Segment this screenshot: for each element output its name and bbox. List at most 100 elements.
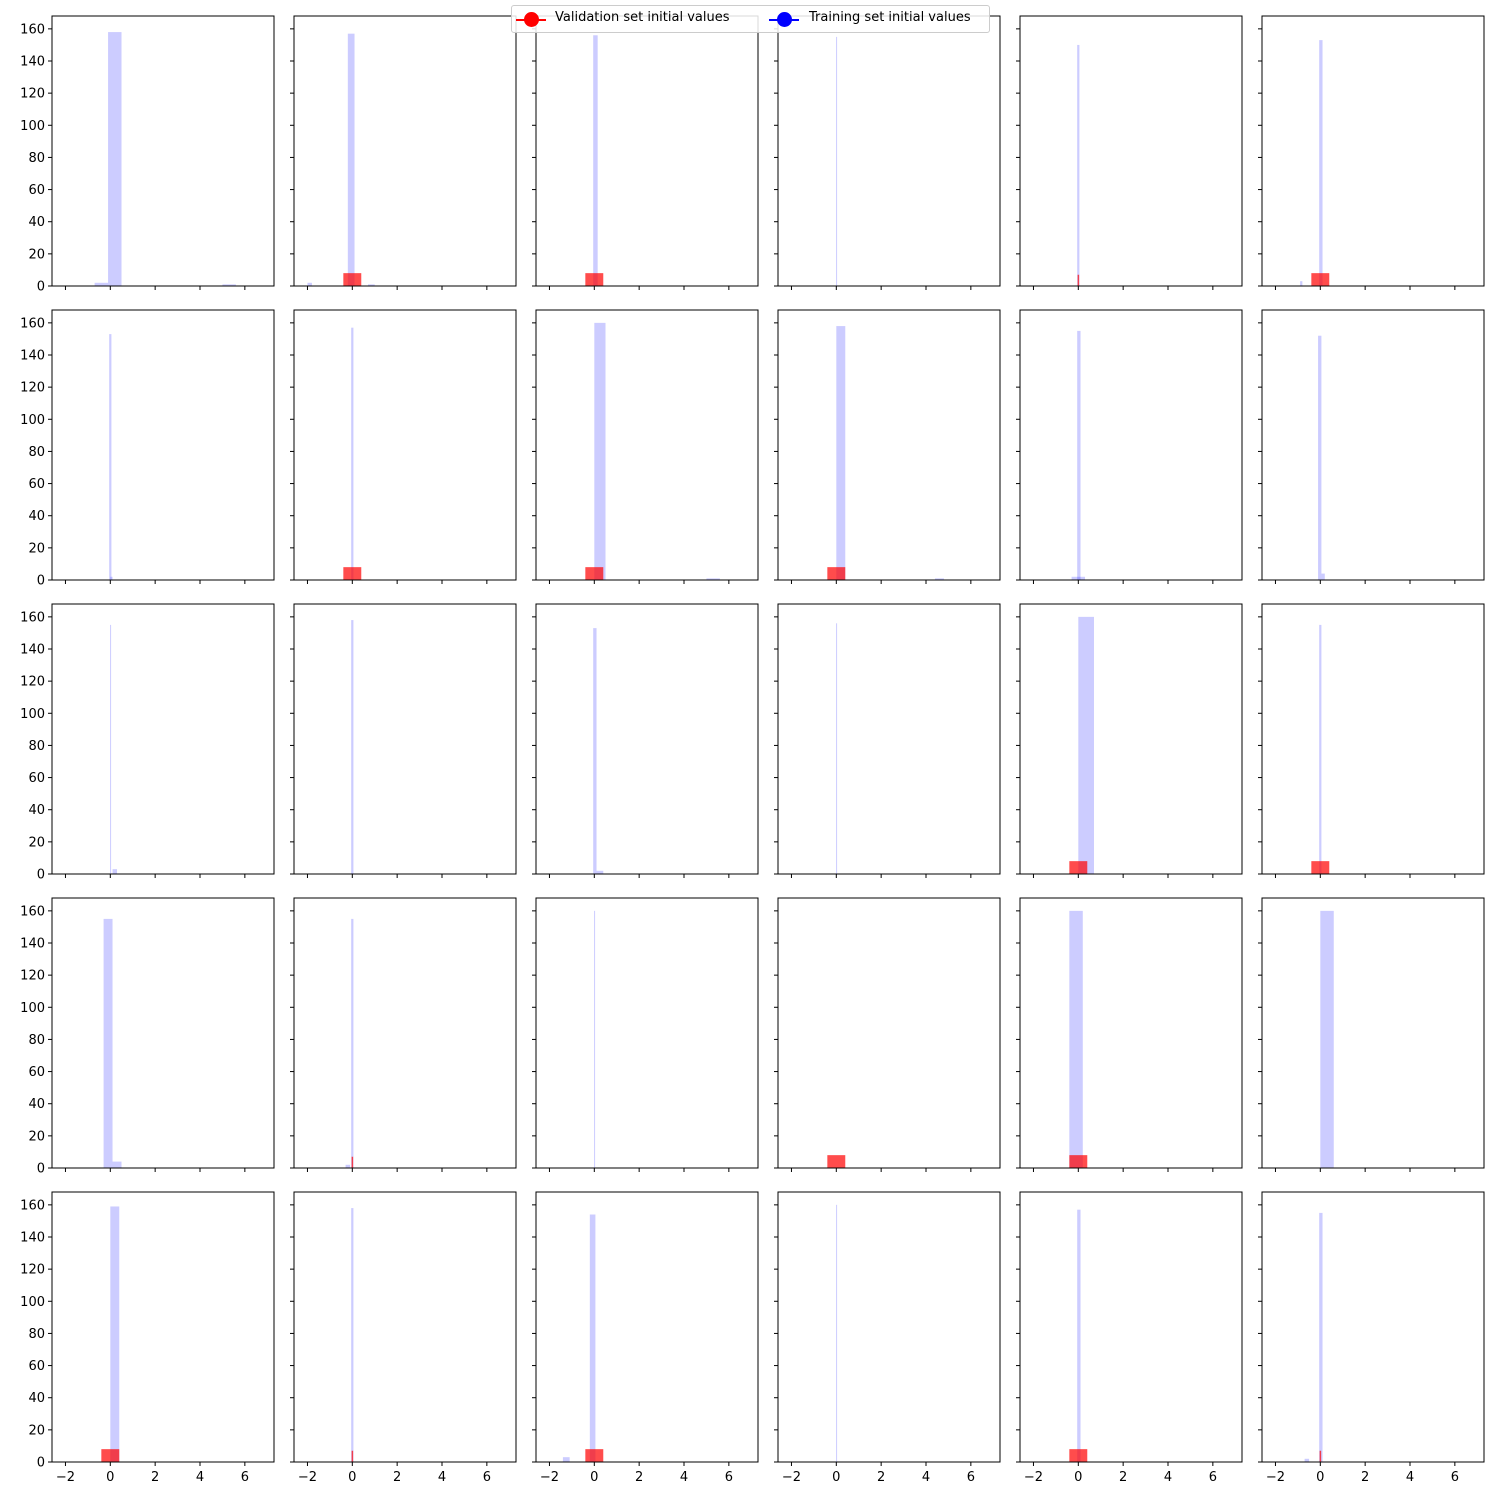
training-bar — [345, 1164, 351, 1168]
x-tick-label: 2 — [877, 1470, 885, 1485]
y-tick-label: 100 — [20, 707, 45, 722]
subplot-r2-c0: 0 20 40 60 80 100 120 140 160 — [20, 603, 275, 883]
subplot-r1-c2 — [532, 309, 759, 584]
subplot-frame — [1019, 1191, 1243, 1463]
y-tick-label: 120 — [20, 675, 45, 690]
subplot-r0-c5 — [1258, 15, 1485, 290]
y-tick-label: 80 — [28, 1033, 45, 1048]
training-bar — [594, 322, 606, 580]
training-bar — [94, 282, 109, 286]
legend-training-dot-icon — [777, 12, 792, 27]
training-bar — [351, 1208, 354, 1462]
subplot-r4-c1: −2 0 2 4 6 — [290, 1191, 517, 1485]
training-bar — [593, 35, 598, 287]
x-tick-label: 4 — [438, 1470, 446, 1485]
x-tick-label: 2 — [1119, 1470, 1127, 1485]
x-tick-label: −2 — [56, 1470, 75, 1485]
subplot-r3-c3 — [774, 897, 1001, 1172]
x-tick-label: 0 — [106, 1470, 114, 1485]
subplot-frame — [1261, 309, 1485, 581]
x-tick-label: −2 — [1024, 1470, 1043, 1485]
validation-bar — [101, 1449, 120, 1462]
subplot-frame — [535, 897, 759, 1169]
training-bar — [836, 36, 838, 287]
subplot-frame — [293, 1191, 517, 1463]
subplot-frame — [51, 1191, 275, 1463]
validation-bar — [585, 273, 604, 286]
training-bar — [112, 869, 118, 874]
y-tick-label: 60 — [28, 1065, 45, 1080]
training-bar — [1319, 1212, 1323, 1462]
validation-bar — [1311, 861, 1330, 874]
y-tick-label: 0 — [37, 1162, 45, 1177]
y-tick-label: 140 — [20, 937, 45, 952]
x-tick-label: 6 — [1451, 1470, 1459, 1485]
training-bar — [307, 282, 312, 286]
validation-bar — [1319, 1450, 1322, 1462]
subplot-r4-c4: −2 0 2 4 6 — [1016, 1191, 1243, 1485]
legend: Validation set initial values Training s… — [511, 5, 990, 33]
subplot-frame — [51, 603, 275, 875]
training-bar — [1077, 1209, 1081, 1462]
training-bar — [351, 620, 354, 874]
subplot-frame — [1261, 15, 1485, 287]
y-tick-label: 120 — [20, 87, 45, 102]
x-tick-label: 4 — [1406, 1470, 1414, 1485]
y-tick-label: 100 — [20, 1295, 45, 1310]
training-bar — [110, 1206, 120, 1462]
validation-bar — [343, 273, 362, 286]
validation-bar — [351, 1450, 354, 1462]
y-tick-label: 40 — [28, 215, 45, 230]
training-bar — [1321, 573, 1325, 580]
training-bar — [1320, 910, 1334, 1168]
subplot-r0-c1 — [290, 15, 517, 290]
subplot-r2-c4 — [1016, 603, 1243, 878]
y-tick-label: 160 — [20, 1198, 45, 1213]
subplot-frame — [535, 1191, 759, 1463]
subplot-frame — [51, 897, 275, 1169]
subplot-r3-c0: 0 20 40 60 80 100 120 140 160 — [20, 897, 275, 1177]
subplot-frame — [293, 309, 517, 581]
training-bar — [562, 1457, 570, 1462]
training-bar — [1071, 576, 1086, 580]
x-tick-label: 0 — [1074, 1470, 1082, 1485]
training-bar — [351, 918, 354, 1168]
training-bar — [368, 284, 375, 286]
training-bar — [1300, 281, 1303, 286]
y-tick-label: 0 — [37, 868, 45, 883]
y-tick-label: 40 — [28, 1097, 45, 1112]
y-tick-label: 0 — [37, 1456, 45, 1471]
y-tick-label: 80 — [28, 739, 45, 754]
training-bar — [1318, 335, 1322, 580]
y-tick-label: 160 — [20, 316, 45, 331]
subplot-r0-c3 — [774, 15, 1001, 290]
subplot-r0-c0: 0 20 40 60 80 100 120 140 160 — [20, 15, 275, 295]
subplot-frame — [777, 309, 1001, 581]
x-tick-label: −2 — [540, 1470, 559, 1485]
validation-bar — [585, 567, 604, 580]
validation-bar — [827, 1155, 846, 1168]
subplot-frame — [293, 603, 517, 875]
y-tick-label: 60 — [28, 183, 45, 198]
subplot-frame — [1019, 309, 1243, 581]
y-tick-label: 40 — [28, 803, 45, 818]
subplot-r1-c1 — [290, 309, 517, 584]
x-tick-label: 4 — [1164, 1470, 1172, 1485]
y-tick-label: 60 — [28, 771, 45, 786]
training-bar — [110, 576, 113, 580]
subplot-frame — [1019, 603, 1243, 875]
subplot-frame — [51, 15, 275, 287]
training-bar — [1069, 910, 1083, 1168]
x-tick-label: 0 — [348, 1470, 356, 1485]
subplot-frame — [293, 15, 517, 287]
y-tick-label: 140 — [20, 1231, 45, 1246]
validation-bar — [585, 1449, 604, 1462]
validation-bar — [1311, 273, 1330, 286]
y-tick-label: 20 — [28, 541, 45, 556]
subplot-frame — [777, 15, 1001, 287]
training-bar — [1078, 616, 1094, 874]
x-tick-label: 2 — [1361, 1470, 1369, 1485]
x-tick-label: −2 — [782, 1470, 801, 1485]
x-tick-label: 2 — [393, 1470, 401, 1485]
